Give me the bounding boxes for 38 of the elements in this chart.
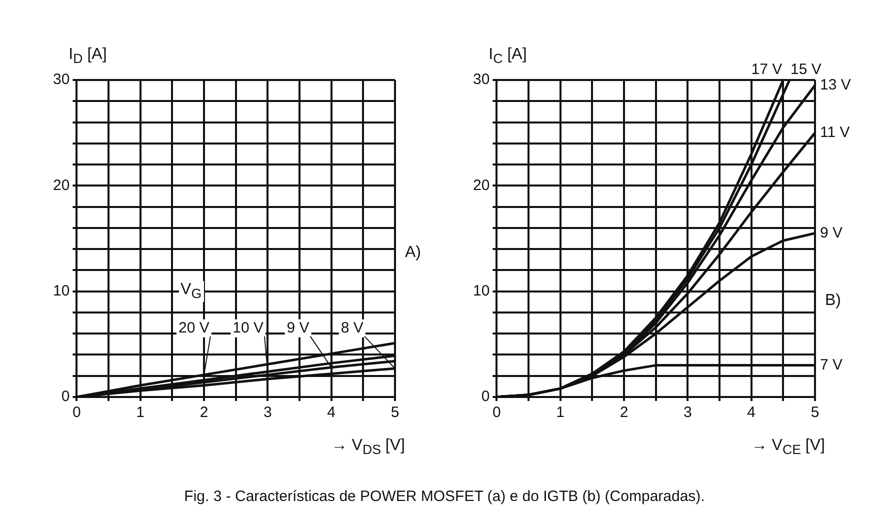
y-tick-label: 0 (61, 388, 70, 406)
x-axis-title: → V$_{CE}$ [V] (751, 437, 825, 458)
legend-title: V$_{G}$ (178, 281, 204, 302)
caption: Fig. 3 - Características de POWER MOSFET (a) e do IGTB (b) (Comparadas). (183, 488, 706, 505)
series-label: 7 V (820, 356, 843, 374)
x-tick-label: 4 (327, 404, 336, 422)
y-tick-label: 20 (52, 176, 70, 194)
series-label: 11 V (820, 124, 850, 141)
text: B) (825, 292, 841, 310)
y-tick-label: 10 (472, 282, 490, 300)
y-axis-title: I$_{D}$ [A] (68, 46, 107, 66)
y-tick-label: 0 (481, 388, 490, 406)
x-tick-label: 0 (492, 404, 501, 422)
x-axis-title: → V$_{DS}$ [V] (331, 437, 405, 458)
text: A) (405, 244, 421, 262)
text: 8 V (340, 319, 364, 336)
text: 9 V (286, 319, 310, 336)
y-axis-title: I$_{C}$ [A] (488, 46, 527, 66)
series-label: 13 V (820, 76, 851, 94)
x-tick-label: 1 (556, 404, 565, 422)
y-tick-label: 20 (472, 176, 490, 194)
x-tick-label: 3 (264, 404, 272, 422)
y-tick-label: 10 (52, 282, 70, 300)
series-label: 9 V (820, 224, 843, 242)
x-tick-label: 3 (684, 404, 692, 422)
series-label: 17 V (751, 61, 782, 78)
text: 20 V (178, 319, 210, 336)
x-tick-label: 5 (810, 404, 820, 422)
y-tick-label: 30 (52, 71, 70, 88)
x-tick-label: 2 (620, 404, 628, 422)
text: 10 V (232, 319, 264, 336)
y-tick-label: 30 (472, 71, 490, 88)
x-tick-label: 5 (390, 404, 400, 422)
x-tick-label: 1 (136, 404, 145, 422)
x-tick-label: 4 (747, 404, 756, 422)
x-tick-label: 2 (200, 404, 208, 422)
series-label: 15 V (790, 61, 822, 78)
x-tick-label: 0 (72, 404, 81, 422)
